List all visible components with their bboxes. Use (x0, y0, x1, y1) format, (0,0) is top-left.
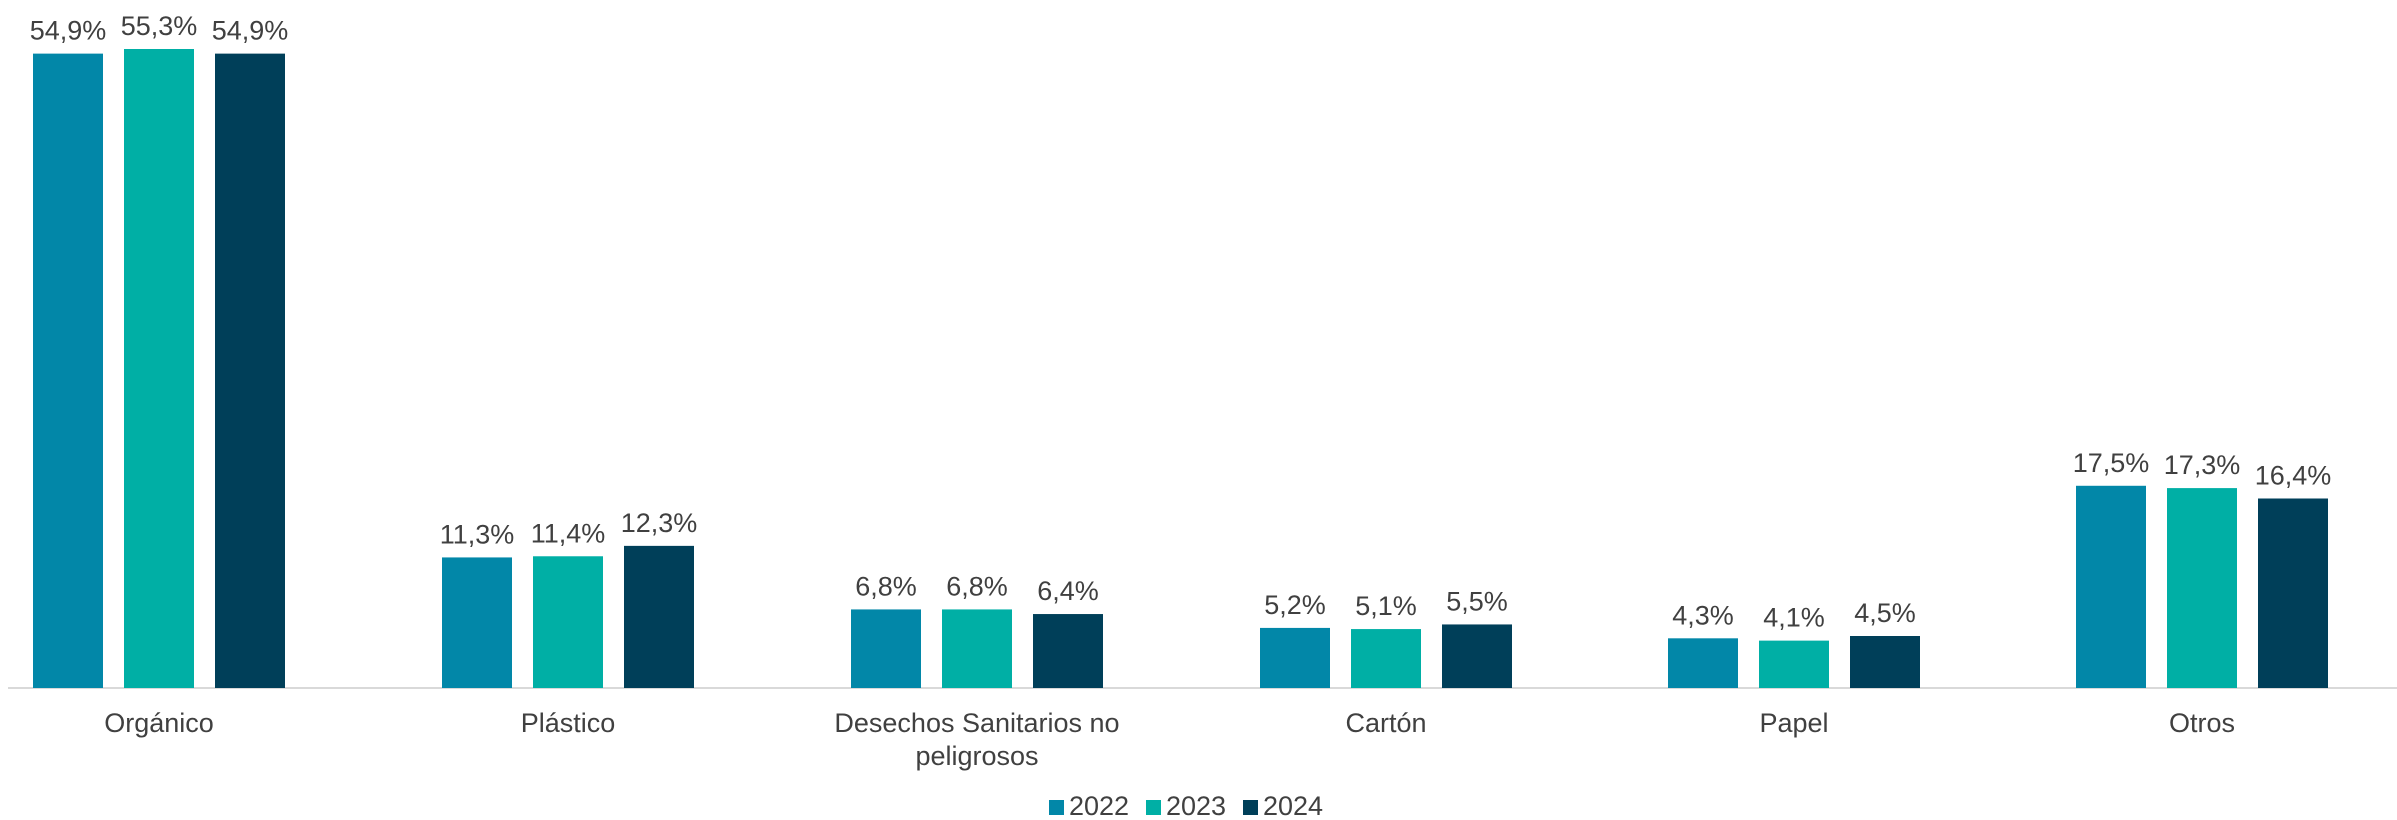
value-label-2022-0: 54,9% (30, 16, 107, 46)
legend-label-2024: 2024 (1263, 791, 1323, 820)
bar-2023-4 (1759, 640, 1829, 688)
value-label-2024-4: 4,5% (1854, 598, 1916, 628)
value-label-2023-2: 6,8% (946, 571, 1008, 601)
bar-2023-1 (533, 556, 603, 688)
bar-2024-2 (1033, 614, 1103, 688)
legend-swatch-2023 (1146, 800, 1161, 815)
bar-2023-0 (124, 49, 194, 688)
bar-2024-5 (2258, 498, 2328, 688)
bar-2024-4 (1850, 636, 1920, 688)
value-label-2024-5: 16,4% (2255, 460, 2332, 490)
category-label-5: Otros (2169, 708, 2235, 738)
legend-label-2022: 2022 (1069, 791, 1129, 820)
value-label-2022-5: 17,5% (2073, 448, 2150, 478)
bar-2022-4 (1668, 638, 1738, 688)
value-label-2022-1: 11,3% (440, 519, 515, 549)
bar-2024-3 (1442, 624, 1512, 688)
value-labels-group: 54,9% 55,3% 54,9% 11,3% 11,4% 12,3% 6,8% 6,8% 6,… (30, 11, 2332, 633)
legend: 2022 2023 2024 (1049, 791, 1323, 820)
value-label-2023-4: 4,1% (1763, 603, 1825, 633)
category-labels-group: Orgánico Plástico Desechos Sanitarios nope… (104, 708, 2235, 771)
value-label-2024-1: 12,3% (621, 508, 698, 538)
category-label-2-line1: peligrosos (915, 741, 1038, 771)
legend-swatch-2022 (1049, 800, 1064, 815)
value-label-2022-4: 4,3% (1672, 600, 1734, 630)
category-label-2: Desechos Sanitarios no (834, 708, 1119, 738)
category-label-0: Orgánico (104, 708, 214, 738)
value-label-2023-3: 5,1% (1355, 591, 1417, 621)
value-label-2023-1: 11,4% (531, 518, 606, 548)
value-label-2023-0: 55,3% (121, 11, 198, 41)
bar-2022-3 (1260, 627, 1330, 688)
bar-2022-1 (442, 557, 512, 688)
bar-2023-2 (942, 609, 1012, 688)
value-label-2022-3: 5,2% (1264, 590, 1326, 620)
bar-2022-5 (2076, 485, 2146, 688)
bar-2024-1 (624, 545, 694, 688)
category-label-4: Papel (1759, 708, 1828, 738)
category-label-3: Cartón (1345, 708, 1426, 738)
legend-label-2023: 2023 (1166, 791, 1226, 820)
category-label-1: Plástico (521, 708, 616, 738)
value-label-2024-2: 6,4% (1037, 576, 1099, 606)
bar-2023-5 (2167, 488, 2237, 688)
bar-2023-3 (1351, 629, 1421, 688)
value-label-2023-5: 17,3% (2164, 450, 2241, 480)
value-label-2022-2: 6,8% (855, 571, 917, 601)
legend-swatch-2024 (1243, 800, 1258, 815)
bars-group (33, 49, 2328, 688)
bar-2024-0 (215, 53, 285, 688)
value-label-2024-0: 54,9% (212, 16, 289, 46)
bar-2022-2 (851, 609, 921, 688)
bar-2022-0 (33, 53, 103, 688)
value-label-2024-3: 5,5% (1446, 586, 1508, 616)
